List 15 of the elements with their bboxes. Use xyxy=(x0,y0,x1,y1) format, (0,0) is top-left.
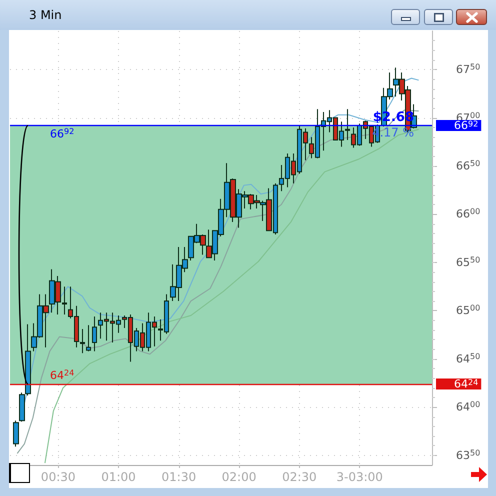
x-tick-label: 01:00 xyxy=(101,470,136,484)
candlestick xyxy=(80,328,85,354)
x-tick-label: 02:30 xyxy=(282,470,317,484)
candlestick xyxy=(345,108,350,140)
x-tick-label: 01:30 xyxy=(162,470,196,484)
x-tick-label: 00:30 xyxy=(40,470,76,484)
x-tick-label: 3-03:00 xyxy=(336,470,383,484)
candlestick xyxy=(19,392,25,422)
candlestick xyxy=(13,420,19,448)
candlestick xyxy=(92,316,97,352)
candlestick xyxy=(25,324,31,396)
x-tick-label: 02:00 xyxy=(222,470,256,484)
candlestick xyxy=(86,324,91,352)
chart-title: 3 Min xyxy=(29,8,62,22)
candlestick xyxy=(62,286,67,316)
